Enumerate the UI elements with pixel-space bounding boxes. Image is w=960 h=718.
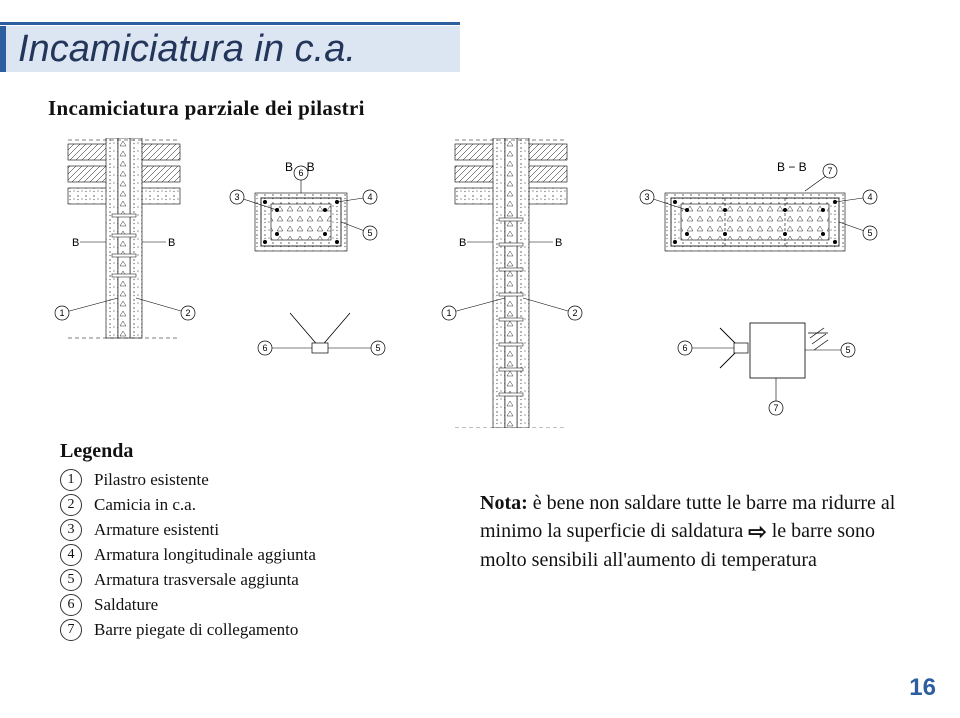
svg-text:B: B [459, 237, 466, 249]
legend-num: 7 [60, 619, 82, 641]
svg-text:B: B [555, 237, 562, 249]
legend-item: 5 Armatura trasversale aggiunta [60, 569, 450, 591]
svg-text:4: 4 [367, 192, 372, 202]
svg-text:2: 2 [185, 308, 190, 318]
svg-text:1: 1 [59, 308, 64, 318]
legend-num: 4 [60, 544, 82, 566]
svg-text:6: 6 [298, 168, 303, 178]
legend-item: 3 Armature esistenti [60, 519, 450, 541]
legend-label: Armatura trasversale aggiunta [94, 570, 299, 590]
legend-label: Armatura longitudinale aggiunta [94, 545, 316, 565]
svg-text:4: 4 [867, 192, 872, 202]
legend-item: 6 Saldature [60, 594, 450, 616]
svg-text:5: 5 [845, 345, 850, 355]
svg-text:5: 5 [367, 228, 372, 238]
svg-text:2: 2 [572, 308, 577, 318]
legend-num: 6 [60, 594, 82, 616]
svg-text:B − B: B − B [777, 160, 807, 174]
note-prefix: Nota: [480, 492, 528, 514]
legend-item: 7 Barre piegate di collegamento [60, 619, 450, 641]
legend-label: Barre piegate di collegamento [94, 620, 298, 640]
legend-num: 2 [60, 494, 82, 516]
legend-item: 2 Camicia in c.a. [60, 494, 450, 516]
svg-text:B: B [168, 237, 175, 249]
svg-text:7: 7 [827, 166, 832, 176]
legend-label: Camicia in c.a. [94, 495, 196, 515]
page-subtitle: Incamiciatura parziale dei pilastri [48, 96, 365, 121]
legend-label: Armature esistenti [94, 520, 219, 540]
svg-text:6: 6 [262, 343, 267, 353]
legend-num: 3 [60, 519, 82, 541]
legend-num: 5 [60, 569, 82, 591]
page-title: Incamiciatura in c.a. [18, 28, 356, 71]
svg-text:5: 5 [867, 228, 872, 238]
svg-text:3: 3 [644, 192, 649, 202]
title-accent [0, 22, 460, 25]
svg-text:6: 6 [682, 343, 687, 353]
svg-text:B: B [72, 237, 79, 249]
legend-label: Saldature [94, 595, 158, 615]
svg-text:5: 5 [375, 343, 380, 353]
diagram-svg: B B 1 2 B − B [50, 138, 910, 428]
page-number: 16 [909, 674, 936, 702]
legend: Legenda 1 Pilastro esistente 2 Camicia in … [60, 440, 450, 644]
legend-item: 1 Pilastro esistente [60, 469, 450, 491]
legend-num: 1 [60, 469, 82, 491]
svg-text:7: 7 [773, 403, 778, 413]
svg-text:1: 1 [446, 308, 451, 318]
legend-item: 4 Armatura longitudinale aggiunta [60, 544, 450, 566]
legend-label: Pilastro esistente [94, 470, 209, 490]
svg-text:3: 3 [234, 192, 239, 202]
legend-title: Legenda [60, 440, 450, 463]
arrow-icon: ⇨ [748, 517, 766, 547]
note-text: Nota: è bene non saldare tutte le barre … [480, 490, 920, 574]
